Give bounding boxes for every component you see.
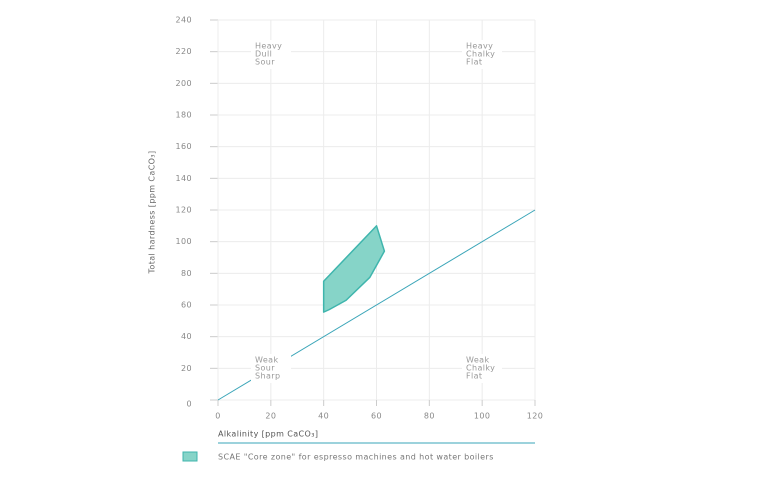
x-tick-label: 20 [265, 412, 276, 421]
annotation-line: Flat [466, 58, 482, 67]
annotation-bg [462, 354, 502, 383]
core-zone [322, 225, 386, 313]
annotation-line: Heavy [466, 42, 493, 51]
annotation-line: Flat [466, 372, 482, 381]
x-tick-label: 0 [215, 412, 221, 421]
annotation-line: Weak [466, 356, 490, 365]
y-tick-label: 100 [176, 237, 192, 246]
y-tick-label: 40 [181, 332, 192, 341]
annotation-line: Chalky [466, 364, 495, 373]
annotation-line: Dull [255, 50, 272, 59]
x-axis-label: Alkalinity [ppm CaCO₃] [218, 430, 318, 439]
annotation-line: Sharp [255, 372, 280, 381]
annotation-bg [251, 354, 291, 383]
y-tick-label: 60 [181, 301, 192, 310]
y-tick-label: 180 [176, 111, 192, 120]
annotation-line: Heavy [255, 42, 282, 51]
y-tick-label: 160 [176, 142, 192, 151]
x-tick-label: 120 [527, 412, 543, 421]
legend-swatch [182, 451, 198, 462]
y-tick-label: 80 [181, 269, 192, 278]
x-tick-label: 40 [318, 412, 329, 421]
annotation-line: Sour [255, 364, 275, 373]
legend-label: SCAE "Core zone" for espresso machines a… [218, 453, 494, 462]
y-tick-label: 200 [176, 79, 192, 88]
y-tick-label: 120 [176, 206, 192, 215]
annotation-line: Sour [255, 58, 275, 67]
annotation-line: Weak [255, 356, 279, 365]
annotation-line: Chalky [466, 50, 495, 59]
x-tick-label: 60 [371, 412, 382, 421]
x-tick-label: 80 [424, 412, 435, 421]
y-tick-label: 20 [181, 364, 192, 373]
y-axis-label: Total hardness [ppm CaCO₃] [148, 150, 157, 274]
x-tick-label: 100 [474, 412, 490, 421]
y-tick-label: 140 [176, 174, 192, 183]
y-tick-label: 240 [176, 16, 192, 25]
annotation-bg [251, 40, 291, 69]
y-tick-label: 0 [187, 400, 193, 409]
annotation-bg [462, 40, 502, 69]
y-tick-label: 220 [176, 47, 192, 56]
